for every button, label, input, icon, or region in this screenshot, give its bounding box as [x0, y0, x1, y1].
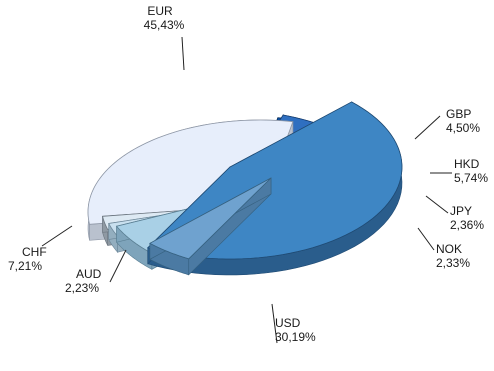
- slice-gbp: [149, 177, 272, 276]
- leader-line-nok: [417, 227, 435, 251]
- pie-slices: [87, 101, 403, 276]
- slice-value-aud: 2,23%: [65, 281, 99, 295]
- slice-label-eur: EUR: [147, 4, 173, 18]
- leader-line-eur: [181, 36, 185, 71]
- slice-value-jpy: 2,36%: [450, 218, 484, 232]
- slice-gbp-top: [149, 177, 272, 260]
- leader-line-aud: [109, 249, 127, 283]
- slice-value-usd: 30,19%: [275, 330, 316, 344]
- leader-line-chf: [41, 225, 73, 247]
- slice-label-jpy: JPY: [450, 204, 472, 218]
- slice-value-hkd: 5,74%: [454, 171, 488, 185]
- slice-value-chf: 7,21%: [8, 259, 42, 273]
- slice-label-aud: AUD: [76, 267, 102, 281]
- slice-value-gbp: 4,50%: [446, 121, 480, 135]
- slice-value-nok: 2,33%: [436, 256, 470, 270]
- slice-label-hkd: HKD: [454, 157, 480, 171]
- slice-value-eur: 45,43%: [144, 18, 185, 32]
- leader-line-usd: [271, 303, 278, 344]
- slice-label-chf: CHF: [22, 245, 47, 259]
- leader-line-gbp: [414, 115, 441, 140]
- slice-label-gbp: GBP: [446, 107, 471, 121]
- slice-label-usd: USD: [275, 316, 301, 330]
- leader-line-jpy: [425, 195, 449, 214]
- slice-label-nok: NOK: [436, 242, 462, 256]
